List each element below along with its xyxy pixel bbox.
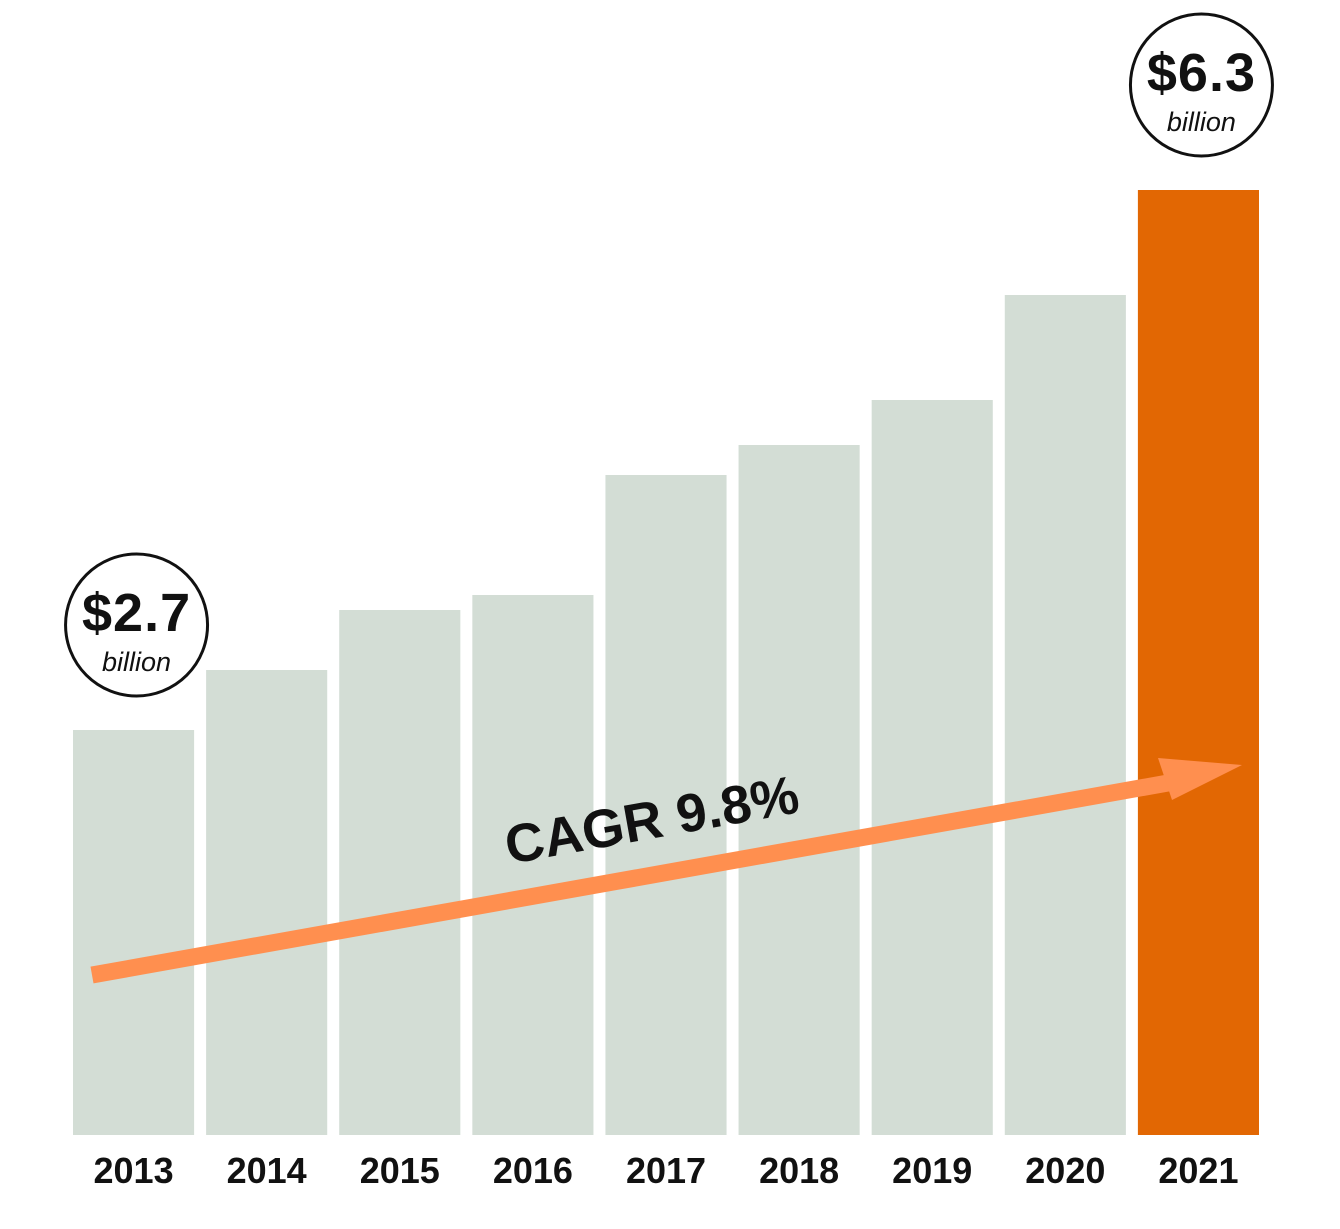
bar-2021 [1137, 190, 1259, 1135]
year-label-2015: 2015 [360, 1150, 440, 1191]
bar-2020 [1004, 295, 1126, 1135]
callout-circle [1128, 12, 1274, 158]
year-label-2016: 2016 [493, 1150, 573, 1191]
bar-2015 [339, 610, 461, 1135]
callout-2021: $6.3 billion [1128, 12, 1274, 158]
bar-2014 [206, 670, 328, 1135]
bar-2017 [605, 475, 727, 1135]
bar-2013 [73, 730, 195, 1135]
bar-2018 [738, 445, 860, 1135]
bars-group [73, 190, 1259, 1135]
bar-2016 [472, 595, 594, 1135]
bar-2019 [871, 400, 993, 1135]
year-label-2021: 2021 [1158, 1150, 1238, 1191]
callout-circle [64, 552, 210, 698]
year-labels-group: 2013 2014 2015 2016 2017 2018 2019 2020 2021 [94, 1150, 1239, 1191]
year-label-2017: 2017 [626, 1150, 706, 1191]
year-label-2020: 2020 [1025, 1150, 1105, 1191]
year-label-2018: 2018 [759, 1150, 839, 1191]
cagr-arrow-head [1158, 758, 1242, 800]
cagr-arrow-shaft [90, 774, 1170, 984]
callouts-group: $2.7 billion $6.3 billion [64, 12, 1274, 698]
year-label-2019: 2019 [892, 1150, 972, 1191]
year-label-2013: 2013 [94, 1150, 174, 1191]
callout-value: $6.3 [1147, 43, 1256, 103]
year-label-2014: 2014 [227, 1150, 307, 1191]
callout-2013: $2.7 billion [64, 552, 210, 698]
callout-unit: billion [102, 647, 171, 677]
callout-value: $2.7 [82, 583, 191, 643]
callout-unit: billion [1167, 107, 1236, 137]
